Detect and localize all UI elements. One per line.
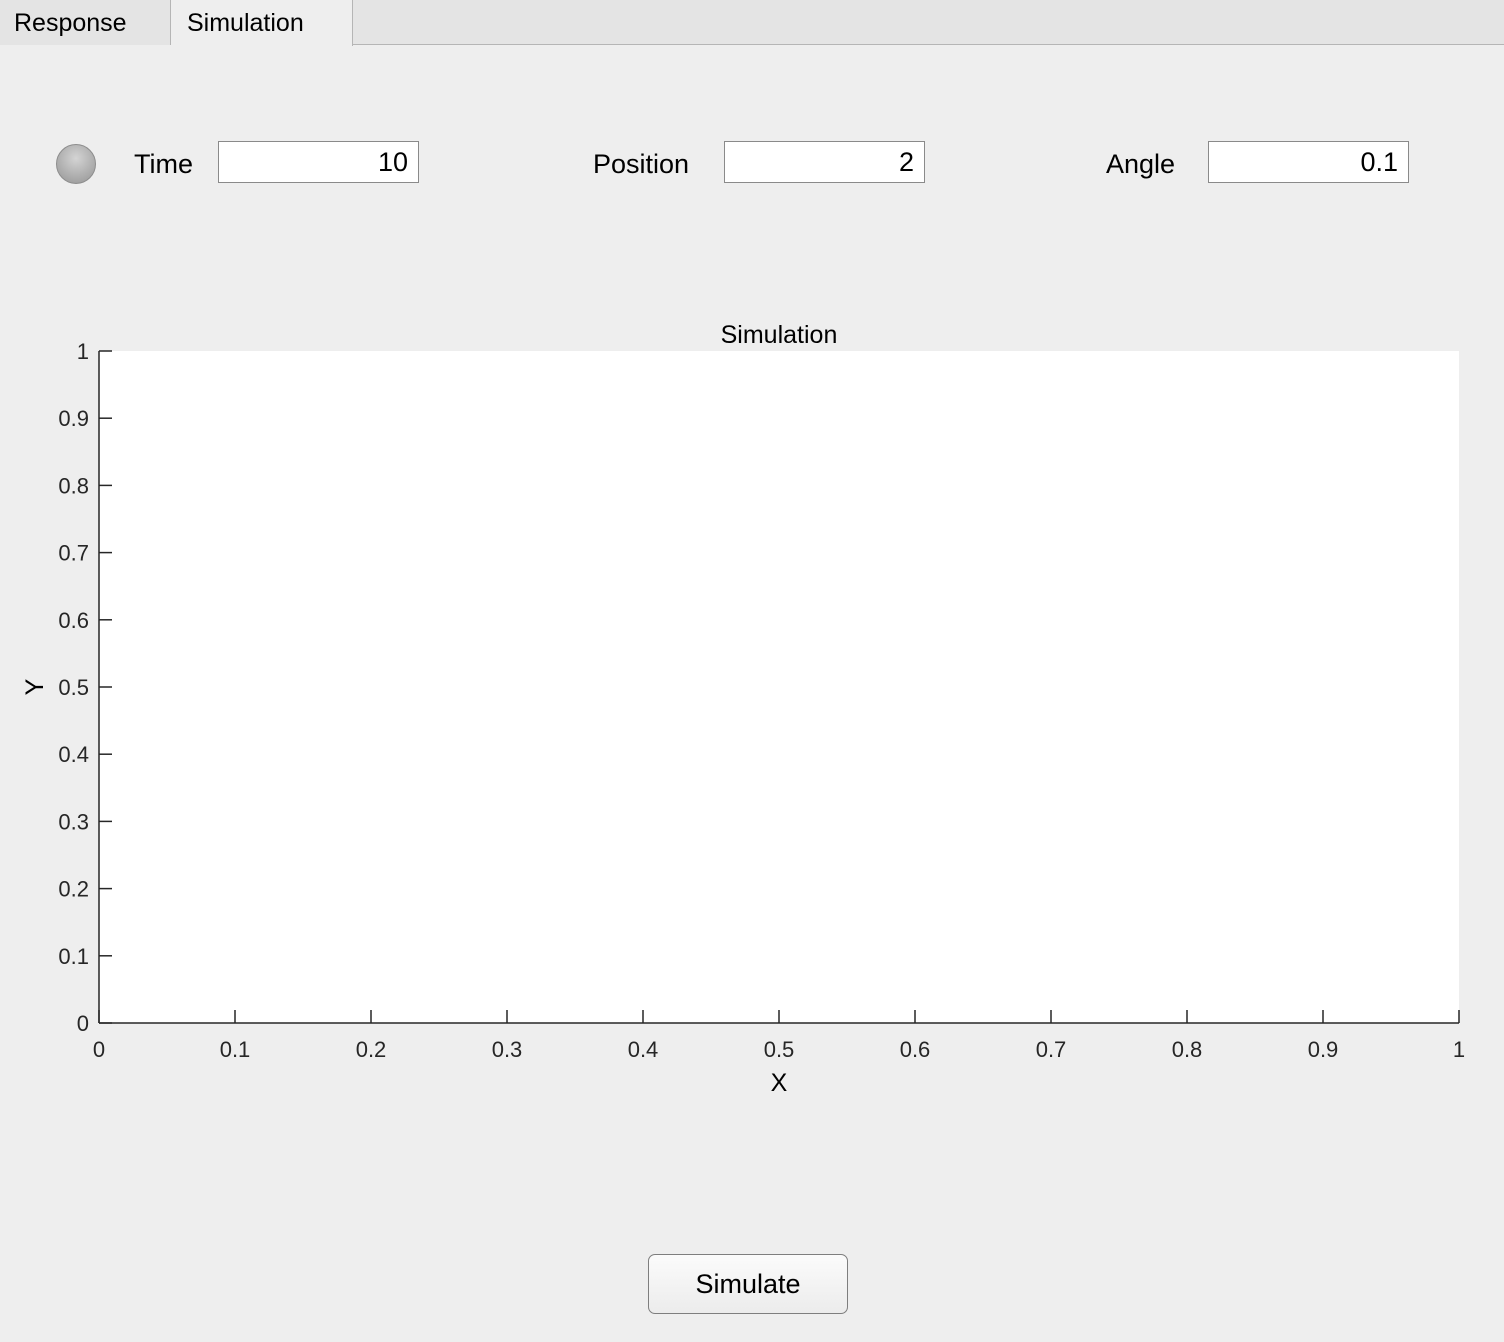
y-tick-label: 0.4 [58,742,89,767]
chart-title: Simulation [721,321,838,349]
status-lamp [56,144,96,184]
position-field[interactable] [724,141,925,183]
angle-field[interactable] [1208,141,1409,183]
x-tick-label: 0.1 [220,1037,251,1062]
y-axis-ticks: 0 0.1 0.2 0.3 0.4 0.5 0.6 0.7 0.8 0.9 1 [58,339,112,1036]
y-tick-label: 0 [77,1011,89,1036]
y-tick-label: 0.6 [58,608,89,633]
y-tick-label: 0.2 [58,877,89,902]
x-tick-label: 0.4 [628,1037,659,1062]
tab-bar: Response Simulation [0,0,1504,46]
y-tick-label: 0.8 [58,473,89,498]
y-axis-label: Y [21,678,49,695]
position-label: Position [593,149,690,179]
time-label: Time [134,149,193,179]
time-field[interactable] [218,141,419,183]
x-tick-label: 0.8 [1172,1037,1203,1062]
x-tick-label: 0.7 [1036,1037,1067,1062]
plot-area[interactable] [99,351,1459,1023]
x-axis-label: X [771,1069,788,1097]
x-tick-label: 0.6 [900,1037,931,1062]
y-tick-label: 0.9 [58,406,89,431]
y-tick-label: 0.3 [58,809,89,834]
tab-simulation[interactable]: Simulation [171,0,353,46]
x-axis-ticks: 0 0.1 0.2 0.3 0.4 0.5 0.6 0.7 0.8 0.9 1 [93,1010,1465,1062]
y-tick-label: 0.5 [58,675,89,700]
x-tick-label: 0.9 [1308,1037,1339,1062]
tab-response[interactable]: Response [0,0,171,45]
y-tick-label: 0.1 [58,944,89,969]
simulation-axes[interactable]: 0 0.1 0.2 0.3 0.4 0.5 0.6 0.7 0.8 0.9 1 0 0.1 0.2 0.3… [0,300,1504,1110]
x-tick-label: 0.5 [764,1037,795,1062]
x-tick-label: 0.2 [356,1037,387,1062]
angle-label: Angle [1106,149,1176,179]
x-tick-label: 1 [1453,1037,1465,1062]
y-tick-label: 0.7 [58,541,89,566]
simulate-button[interactable]: Simulate [648,1254,848,1314]
x-tick-label: 0.3 [492,1037,523,1062]
y-tick-label: 1 [77,339,89,364]
x-tick-label: 0 [93,1037,105,1062]
